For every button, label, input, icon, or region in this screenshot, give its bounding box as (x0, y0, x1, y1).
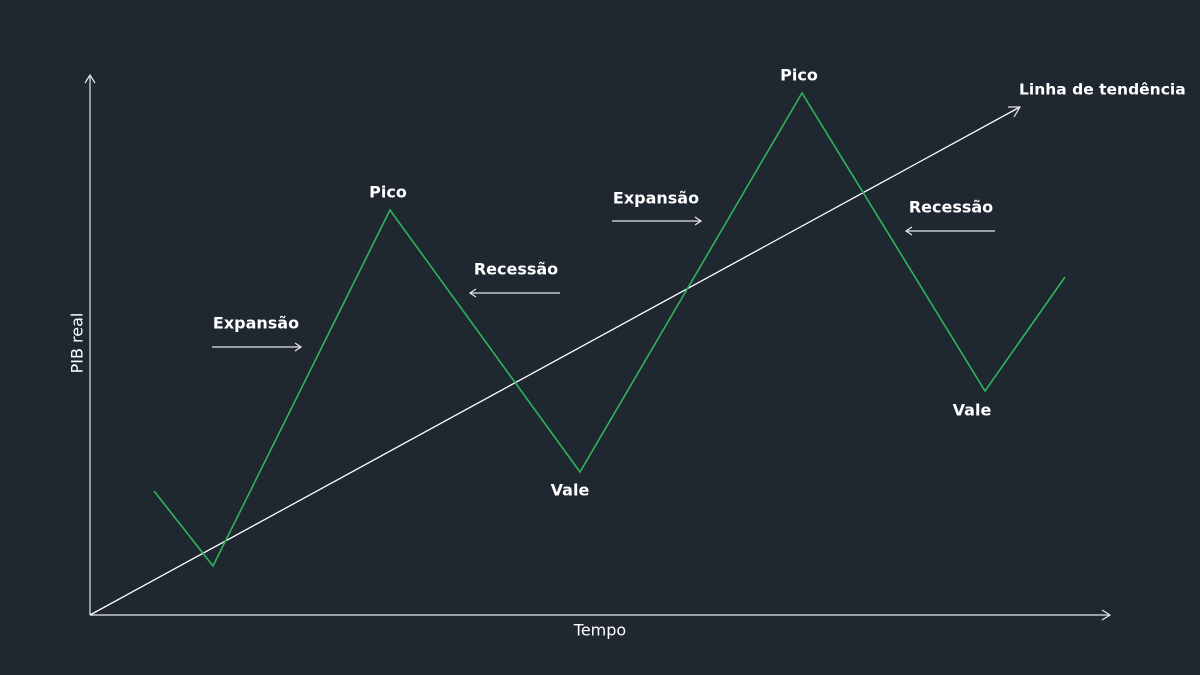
phase-label: Pico (369, 183, 407, 202)
arrow-head (294, 342, 303, 352)
arrow-head (904, 226, 913, 236)
y-axis-label: PIB real (68, 313, 87, 374)
trend-arrow (1008, 106, 1022, 118)
phase-label: Expansão (613, 189, 699, 208)
arrow-head (694, 216, 703, 226)
gdp-cycle-line (153, 91, 1066, 568)
x-axis-arrow (1101, 609, 1112, 621)
x-axis-label: Tempo (573, 621, 626, 640)
phase-label: Expansão (213, 314, 299, 333)
arrow-head (468, 288, 477, 298)
phase-label: Vale (953, 401, 992, 420)
phase-label: Vale (551, 481, 590, 500)
trend-line (89, 106, 1021, 616)
phase-label: Recessão (909, 198, 993, 217)
y-axis-arrow (84, 73, 96, 84)
phase-label: Recessão (474, 260, 558, 279)
trend-label: Linha de tendência (1019, 81, 1186, 99)
phase-label: Pico (780, 66, 818, 85)
